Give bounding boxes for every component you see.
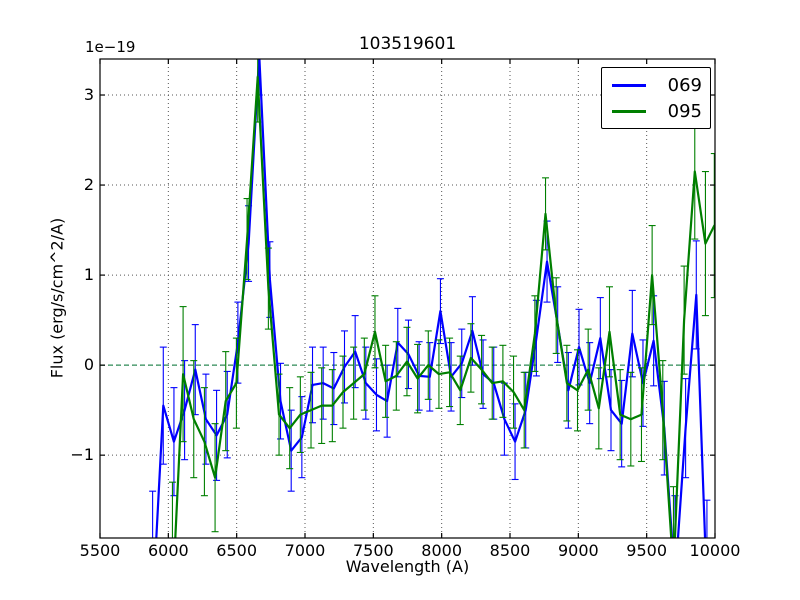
x-tick-label-7500: 7500 [352, 541, 394, 560]
axes-background [100, 59, 715, 538]
y-tick-label-3: 3 [83, 85, 94, 104]
y-tick-label-2: 2 [83, 175, 94, 195]
legend-entry-095: 095 [612, 98, 704, 124]
x-tick-label-6000: 6000 [147, 541, 189, 560]
x-tick-label-7000: 7000 [284, 541, 326, 560]
x-axis-label: Wavelength (A) [345, 557, 470, 576]
chart-title: 103519601 [358, 34, 457, 54]
legend-entry-069: 069 [612, 72, 704, 98]
y-tick-label-1: 1 [83, 265, 94, 285]
y-axis-offset-label: 1e−19 [85, 38, 136, 56]
series-095-line [174, 75, 715, 538]
axes-frame [99, 58, 716, 539]
legend-line-sample-green [612, 109, 646, 113]
y-tick-label--1: −1 [70, 445, 94, 465]
x-tick-label-5500: 5500 [79, 541, 121, 560]
x-tick-label-8000: 8000 [421, 541, 463, 560]
legend-label: 095 [667, 100, 702, 122]
legend-label: 069 [667, 74, 702, 96]
x-tick-label-9500: 9500 [626, 541, 668, 560]
x-tick-label-9000: 9000 [557, 541, 599, 560]
x-tick-label-10000: 10000 [689, 541, 741, 560]
legend: 069 095 [601, 67, 711, 129]
legend-line-sample-blue [612, 83, 646, 87]
x-tick-label-6500: 6500 [216, 541, 258, 560]
tick-marks [99, 59, 716, 538]
y-tick-label-0: 0 [83, 355, 94, 375]
x-tick-label-8500: 8500 [489, 541, 531, 560]
